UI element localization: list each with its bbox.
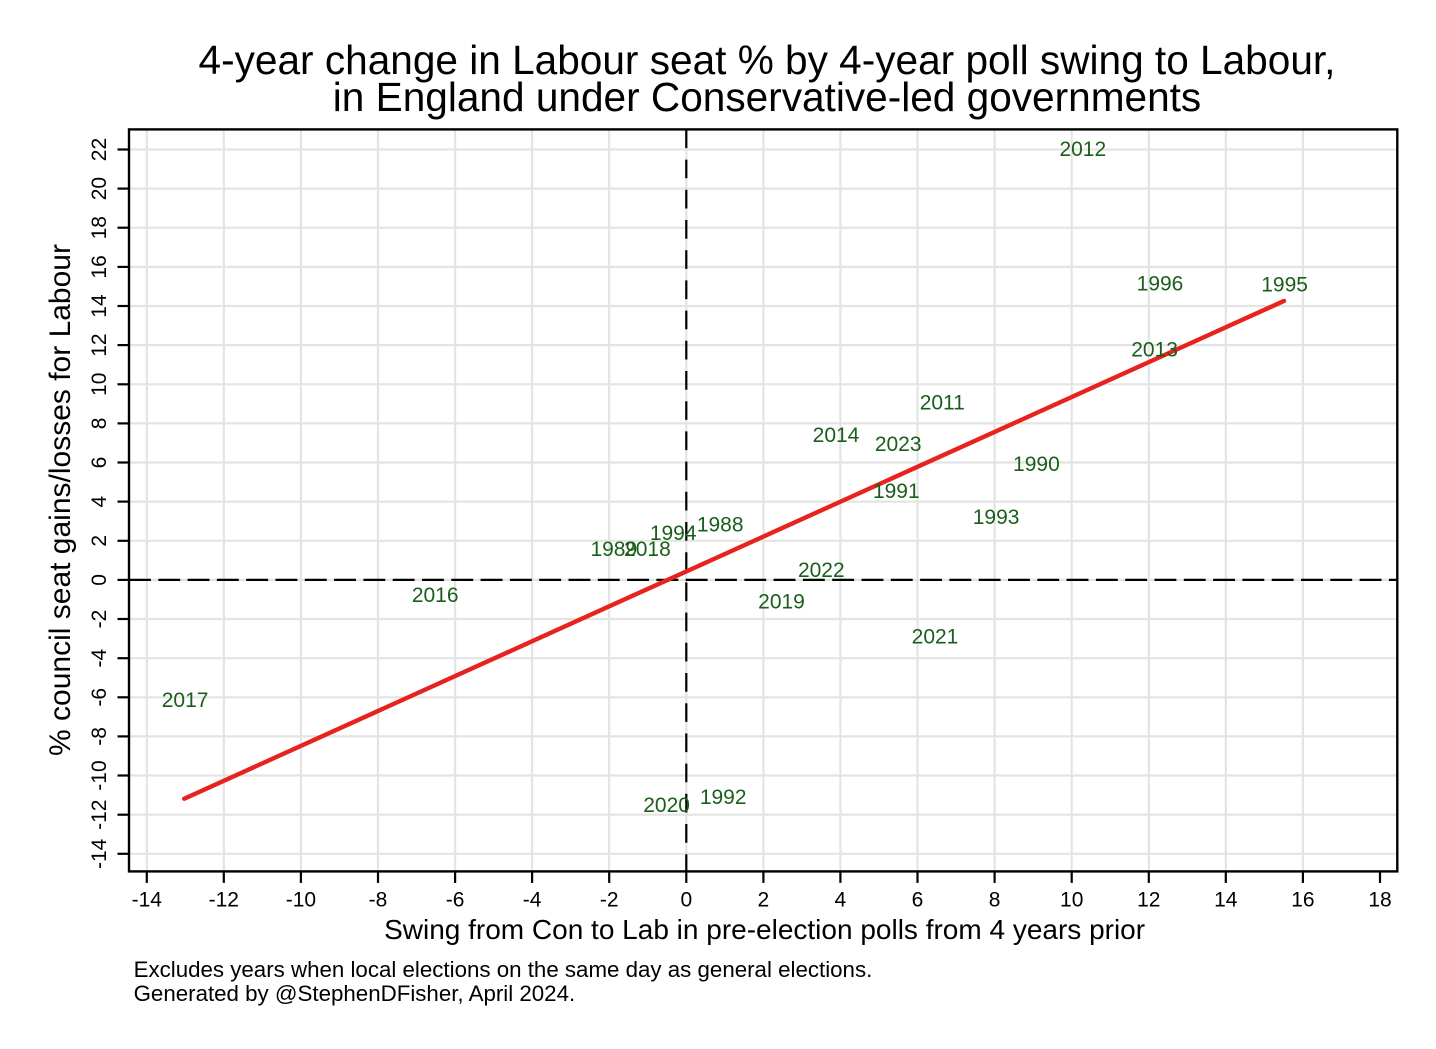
svg-text:1991: 1991 [873, 480, 920, 503]
svg-text:2018: 2018 [624, 538, 671, 561]
svg-text:-8: -8 [369, 889, 388, 912]
svg-text:10: 10 [1060, 889, 1083, 912]
svg-text:18: 18 [1368, 889, 1391, 912]
svg-text:18: 18 [88, 216, 111, 239]
svg-text:10: 10 [88, 373, 111, 396]
svg-text:22: 22 [88, 138, 111, 161]
svg-text:1995: 1995 [1261, 274, 1308, 297]
svg-text:8: 8 [88, 418, 111, 430]
svg-text:-10: -10 [88, 760, 111, 790]
svg-text:2: 2 [758, 889, 770, 912]
svg-text:-12: -12 [209, 889, 239, 912]
svg-text:0: 0 [680, 889, 692, 912]
svg-text:8: 8 [989, 889, 1001, 912]
svg-text:4: 4 [835, 889, 847, 912]
svg-text:16: 16 [88, 255, 111, 278]
svg-text:12: 12 [1137, 889, 1160, 912]
svg-text:-12: -12 [88, 800, 111, 830]
svg-text:20: 20 [88, 177, 111, 200]
svg-text:2011: 2011 [920, 391, 965, 414]
svg-text:1994: 1994 [650, 522, 697, 545]
svg-text:1996: 1996 [1137, 272, 1184, 295]
svg-text:-2: -2 [600, 889, 619, 912]
svg-text:2013: 2013 [1131, 339, 1178, 362]
svg-text:1989: 1989 [590, 538, 637, 561]
svg-text:% council seat gains/losses fo: % council seat gains/losses for Labour [44, 244, 77, 756]
svg-text:2014: 2014 [813, 424, 860, 447]
svg-text:2023: 2023 [875, 433, 922, 456]
svg-text:-4: -4 [88, 649, 111, 668]
svg-text:Generated by @StephenDFisher,: Generated by @StephenDFisher, April 2024… [134, 981, 576, 1006]
svg-text:1993: 1993 [973, 506, 1020, 529]
svg-text:12: 12 [88, 333, 111, 356]
svg-text:2021: 2021 [912, 625, 959, 648]
svg-text:2017: 2017 [162, 689, 209, 712]
svg-text:-2: -2 [88, 610, 111, 629]
svg-text:2022: 2022 [798, 559, 845, 582]
svg-text:2012: 2012 [1059, 138, 1106, 161]
svg-text:6: 6 [88, 457, 111, 469]
svg-text:16: 16 [1291, 889, 1314, 912]
svg-text:6: 6 [912, 889, 924, 912]
svg-text:2020: 2020 [643, 794, 690, 817]
svg-text:-10: -10 [286, 889, 316, 912]
svg-text:2: 2 [88, 535, 111, 547]
svg-text:2016: 2016 [412, 584, 459, 607]
svg-text:4-year change in Labour seat %: 4-year change in Labour seat % by 4-year… [199, 37, 1336, 83]
svg-text:0: 0 [88, 574, 111, 586]
svg-text:1988: 1988 [697, 514, 744, 537]
svg-text:-6: -6 [88, 688, 111, 707]
svg-text:Excludes years when local elec: Excludes years when local elections on t… [134, 957, 873, 982]
svg-text:-8: -8 [88, 727, 111, 746]
svg-text:1992: 1992 [700, 786, 747, 809]
svg-text:4: 4 [88, 495, 111, 507]
svg-text:in England under Conservative-: in England under Conservative-led govern… [333, 74, 1201, 120]
svg-text:-14: -14 [88, 838, 111, 869]
svg-text:2019: 2019 [758, 591, 805, 614]
svg-text:1990: 1990 [1013, 453, 1060, 476]
svg-text:-4: -4 [523, 889, 542, 912]
svg-text:-14: -14 [132, 889, 163, 912]
svg-text:-6: -6 [446, 889, 465, 912]
svg-text:14: 14 [1214, 889, 1238, 912]
svg-text:Swing from Con to Lab in pre-e: Swing from Con to Lab in pre-election po… [384, 914, 1145, 945]
svg-text:14: 14 [88, 294, 111, 318]
